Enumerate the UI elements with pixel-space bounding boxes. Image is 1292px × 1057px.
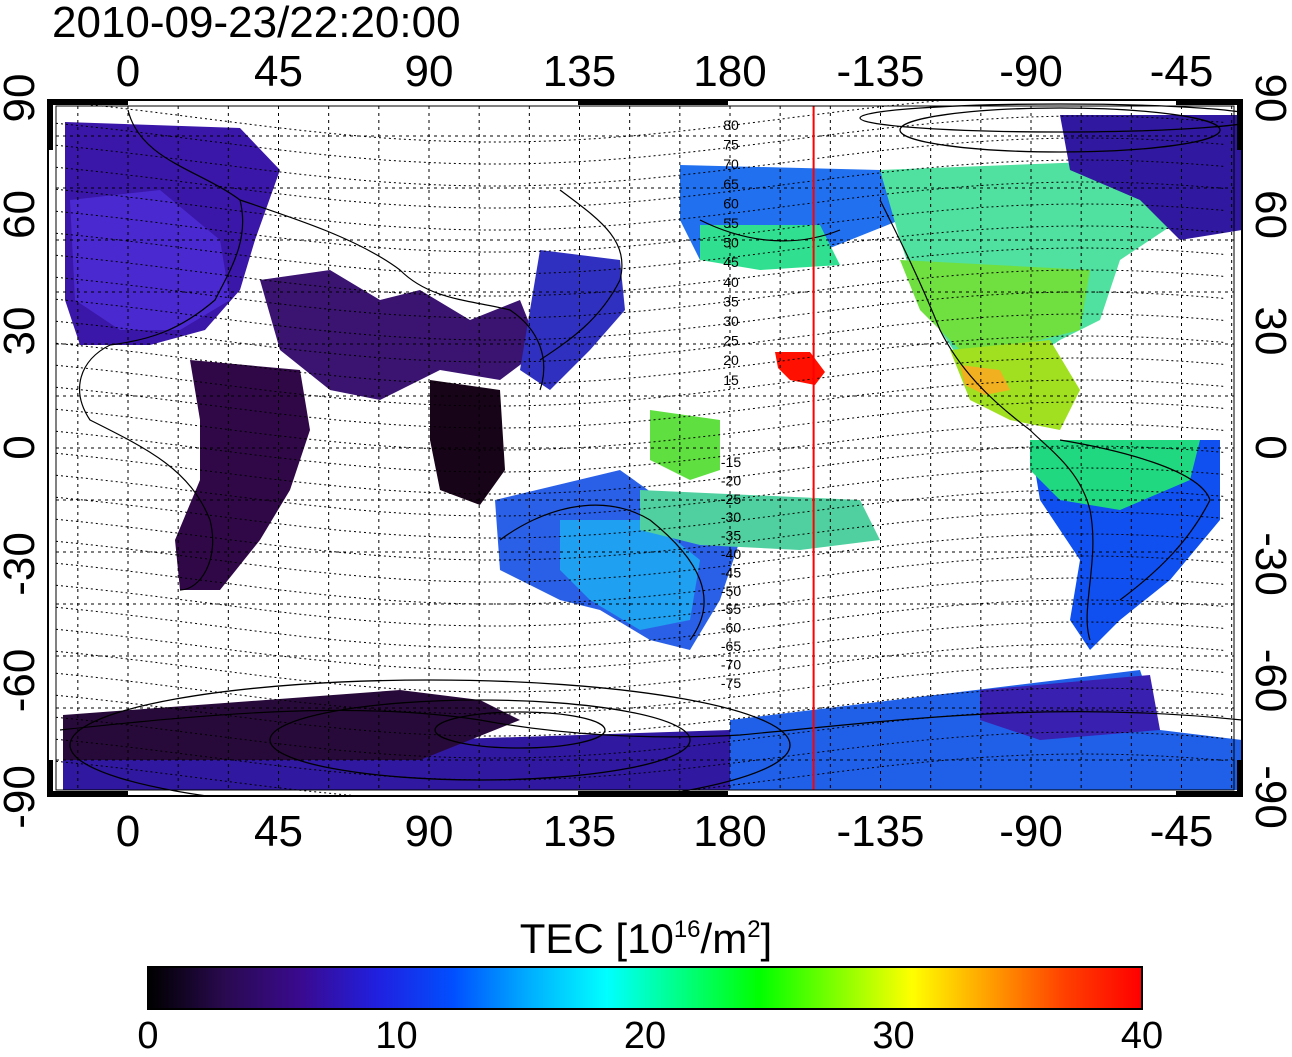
mlat-label: 30 — [723, 313, 739, 329]
mlat-label: -35 — [721, 528, 741, 544]
mlat-labels: 80 75 70 65 60 55 50 45 40 35 30 25 20 15 -15 -20 -25 -30… — [721, 117, 741, 691]
coastlines — [59, 109, 1242, 738]
x-tick-label-top: -45 — [1150, 47, 1214, 96]
x-tick-label-top: -135 — [836, 47, 924, 96]
patch-alaska-green — [700, 225, 840, 270]
mlat-label: -75 — [721, 675, 741, 691]
x-tick-label-top: 135 — [543, 47, 616, 96]
patch-europe-west — [70, 190, 230, 330]
x-axis-top-labels: 0 45 90 135 180 -135 -90 -45 — [116, 47, 1214, 96]
y-tick-label-left: -60 — [0, 649, 44, 713]
mlat-label: 50 — [723, 235, 739, 251]
plot-title: 2010-09-23/22:20:00 — [52, 0, 461, 47]
x-tick-label-top: -90 — [999, 47, 1063, 96]
mlat-label: -25 — [721, 491, 741, 507]
colorbar-tick-label: 30 — [872, 1015, 915, 1057]
y-axis-left-labels: 90 60 30 0 -30 -60 -90 — [0, 74, 44, 829]
mlat-label: 45 — [723, 254, 739, 270]
x-tick-label-top: 0 — [116, 47, 140, 96]
y-tick-label-left: 90 — [0, 74, 44, 123]
mlat-label: 60 — [723, 195, 739, 211]
graticule — [56, 106, 1234, 790]
mlat-label: 65 — [723, 176, 739, 192]
tec-map: 80 75 70 65 60 55 50 45 40 35 30 25 20 15 -15 -20 -25 -30… — [0, 47, 1292, 856]
mlat-label: -30 — [721, 509, 741, 525]
y-tick-label-right: -90 — [1246, 765, 1292, 829]
x-axis-bottom-labels: 0 45 90 135 180 -135 -90 -45 — [116, 807, 1214, 856]
colorbar-tick-label: 20 — [623, 1015, 667, 1057]
x-tick-label-bottom: -135 — [836, 807, 924, 856]
y-axis-right-labels: 90 60 30 0 -30 -60 -90 — [1246, 74, 1292, 829]
y-tick-label-right: 30 — [1246, 307, 1292, 356]
mlat-label: 70 — [723, 156, 739, 172]
patch-hawaii-red — [775, 352, 825, 385]
mlat-label: -45 — [721, 564, 741, 580]
magnetic-latitude-contours — [55, 100, 1227, 796]
patch-mexico-orange — [960, 365, 1010, 395]
patch-antarctica-east — [730, 670, 1242, 790]
patch-mexico — [950, 340, 1080, 430]
patch-india — [430, 380, 505, 505]
frame-tick-bars — [48, 100, 1242, 796]
colorbar-tick-label: 0 — [137, 1015, 159, 1057]
patch-africa — [175, 360, 310, 590]
mlat-label: -65 — [721, 638, 741, 654]
colorbar — [147, 966, 1143, 1010]
x-tick-label-top: 90 — [405, 47, 454, 96]
mlat-label: -60 — [721, 620, 741, 636]
tec-patches — [63, 115, 1242, 790]
y-tick-label-left: 30 — [0, 307, 44, 356]
x-tick-label-top: 180 — [693, 47, 766, 96]
patch-sa-green — [1030, 440, 1200, 510]
mlat-label: 80 — [723, 117, 739, 133]
x-tick-label-bottom: 90 — [405, 807, 454, 856]
y-tick-label-right: 0 — [1246, 435, 1292, 459]
y-tick-label-left: 60 — [0, 190, 44, 239]
y-tick-label-left: 0 — [0, 435, 44, 459]
patch-asia — [260, 270, 540, 400]
mlat-label: 40 — [723, 274, 739, 290]
y-tick-label-left: -90 — [0, 765, 44, 829]
mlat-label: -40 — [721, 546, 741, 562]
mlat-label: -70 — [721, 656, 741, 672]
y-tick-label-left: -30 — [0, 532, 44, 596]
mlat-label: -55 — [721, 601, 741, 617]
y-tick-label-right: 90 — [1246, 74, 1292, 123]
map-inner-frame — [55, 105, 1235, 791]
x-tick-label-top: 45 — [254, 47, 303, 96]
y-tick-label-right: -30 — [1246, 532, 1292, 596]
mlat-label: 20 — [723, 352, 739, 368]
patch-east-asia — [520, 250, 625, 390]
y-tick-label-right: 60 — [1246, 190, 1292, 239]
patch-na-green — [900, 260, 1090, 350]
patch-pacific-green — [650, 410, 720, 480]
x-tick-label-bottom: 0 — [116, 807, 140, 856]
x-tick-label-bottom: -90 — [999, 807, 1063, 856]
mlat-label: 25 — [723, 333, 739, 349]
y-tick-label-right: -60 — [1246, 649, 1292, 713]
polar-contours — [69, 103, 1242, 796]
colorbar-tick-label: 10 — [375, 1015, 418, 1057]
mlat-label: 15 — [723, 372, 739, 388]
mlat-label: -20 — [721, 472, 741, 488]
mlat-label: -15 — [721, 454, 741, 470]
mlat-label: 35 — [723, 293, 739, 309]
mlat-label: 75 — [723, 137, 739, 153]
patch-antarctica-east-dark — [980, 675, 1160, 740]
patch-greenland — [1060, 115, 1242, 240]
colorbar-title: TEC [1016/m2] — [519, 915, 773, 962]
x-tick-label-bottom: 180 — [693, 807, 766, 856]
mlat-label: 55 — [723, 215, 739, 231]
patch-pacific-south — [640, 490, 880, 550]
x-tick-label-bottom: 135 — [543, 807, 616, 856]
x-tick-label-bottom: 45 — [254, 807, 303, 856]
mlat-label: -50 — [721, 583, 741, 599]
colorbar-tick-label: 40 — [1120, 1015, 1164, 1057]
x-tick-label-bottom: -45 — [1150, 807, 1214, 856]
